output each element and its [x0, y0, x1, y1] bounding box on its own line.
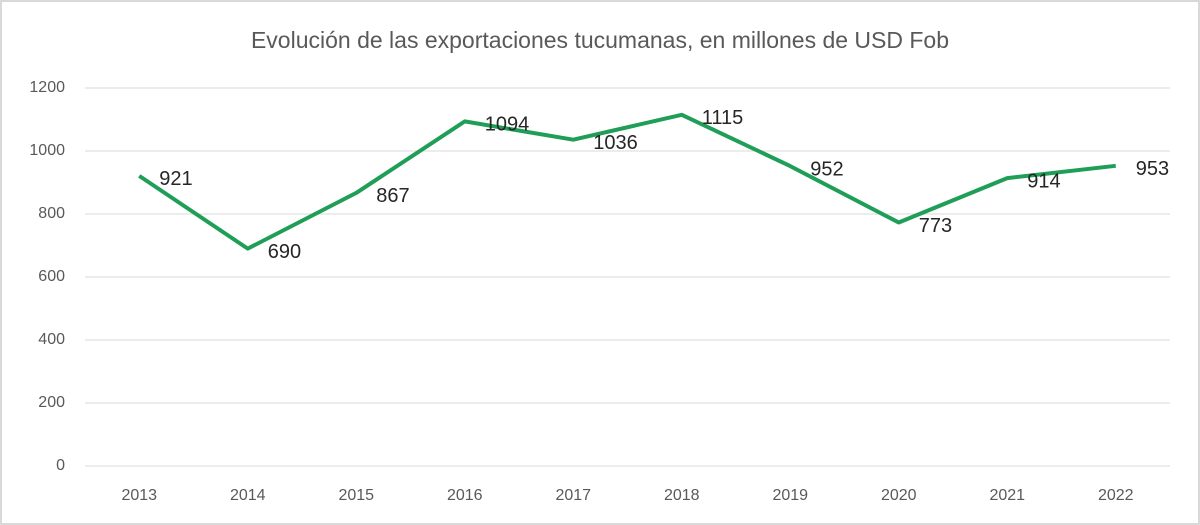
y-tick-label: 600 — [38, 268, 65, 285]
data-label: 921 — [159, 168, 192, 190]
data-label: 867 — [376, 185, 409, 207]
y-tick-label: 0 — [56, 457, 65, 474]
x-tick-label: 2020 — [881, 487, 917, 504]
data-label: 914 — [1027, 170, 1060, 192]
x-tick-label: 2018 — [664, 487, 700, 504]
data-label: 953 — [1136, 158, 1169, 180]
x-tick-label: 2017 — [555, 487, 591, 504]
data-label: 1115 — [702, 107, 744, 129]
x-tick-label: 2015 — [338, 487, 374, 504]
y-tick-label: 1000 — [29, 142, 65, 159]
data-label: 773 — [919, 215, 952, 237]
y-tick-label: 1200 — [29, 79, 65, 96]
y-tick-label: 200 — [38, 394, 65, 411]
data-label: 690 — [268, 241, 301, 263]
y-tick-label: 400 — [38, 331, 65, 348]
data-label: 952 — [810, 158, 843, 180]
chart-title: Evolución de las exportaciones tucumanas… — [251, 27, 949, 53]
x-tick-label: 2021 — [989, 487, 1025, 504]
x-tick-label: 2016 — [447, 487, 483, 504]
x-tick-label: 2013 — [121, 487, 157, 504]
x-tick-label: 2019 — [772, 487, 808, 504]
x-tick-label: 2022 — [1098, 487, 1134, 504]
data-label: 1094 — [485, 114, 530, 136]
x-tick-label: 2014 — [230, 487, 266, 504]
line — [138, 112, 1116, 251]
data-label: 1036 — [593, 132, 638, 154]
y-tick-label: 800 — [38, 205, 65, 222]
